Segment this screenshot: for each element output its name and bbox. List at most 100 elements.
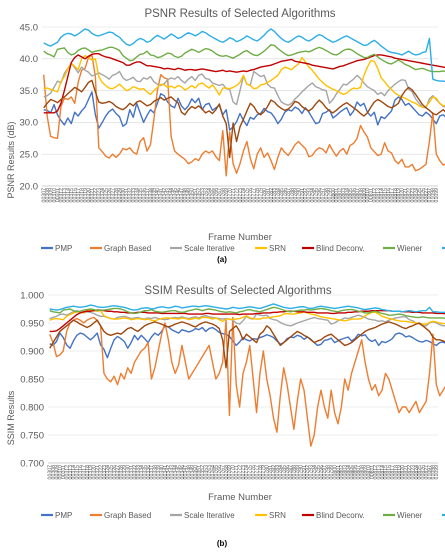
x-tick-label: 00764 — [210, 465, 216, 480]
x-tick-label: 00816 — [387, 465, 393, 480]
x-tick-label: 00782 — [269, 188, 275, 203]
x-tick-label: 01097 — [427, 465, 433, 480]
x-tick-label: 00827 — [424, 465, 430, 480]
x-tick-label: 00329 — [122, 465, 128, 480]
series-line — [49, 319, 445, 369]
legend: PMP Graph Based Scale Iterative SRN Blind De… — [41, 511, 445, 520]
x-tick-label: 00811 — [369, 188, 375, 202]
x-tick-label: 00777 — [252, 188, 258, 203]
x-tick-label: 00343 — [165, 188, 171, 203]
x-tick-label: 00314 — [66, 188, 72, 203]
x-tick-label: 00818 — [393, 188, 399, 203]
x-tick-label: 00802 — [338, 188, 344, 203]
x-tick-label: 00765 — [214, 465, 220, 480]
x-tick-label: 00791 — [302, 465, 308, 480]
x-tick-label: 00316 — [73, 188, 79, 203]
x-tick-label: 00317 — [81, 465, 87, 480]
x-tick-label: 00327 — [115, 465, 121, 480]
x-tick-label: 00347 — [179, 188, 185, 203]
x-tick-label: 00325 — [104, 188, 110, 203]
x-tick-label: 00819 — [396, 188, 402, 203]
y-tick-label: 20.0 — [20, 181, 39, 192]
x-tick-label: 00826 — [420, 188, 426, 203]
series-line — [43, 91, 445, 131]
x-tick-label: 00350 — [190, 188, 196, 203]
x-tick-labels: 0030700308003090031000311003120031300314… — [42, 188, 441, 203]
x-tick-label: 00771 — [231, 188, 237, 203]
x-tick-label: 00823 — [410, 188, 416, 203]
x-tick-label: 00814 — [380, 465, 386, 480]
x-tick-label: 00787 — [288, 465, 294, 480]
x-tick-label: 00341 — [163, 465, 169, 480]
y-tick-labels: 0.700 0.750 0.800 0.850 0.900 0.950 1.000 — [20, 290, 44, 469]
x-tick-label: 00315 — [69, 188, 75, 203]
x-tick-label: 00770 — [227, 188, 233, 203]
x-tick-label: 00318 — [85, 465, 91, 480]
x-tick-label: 00335 — [138, 188, 144, 203]
x-tick-label: 00348 — [183, 188, 189, 203]
x-tick-label: 00309 — [54, 465, 60, 480]
x-tick-label: 00808 — [360, 465, 366, 480]
y-axis-label: PSNR Results (dB) — [6, 121, 16, 198]
x-tick-label: 00794 — [312, 465, 318, 480]
x-tick-label: 00335 — [142, 465, 148, 480]
legend-label: Wiener — [397, 244, 423, 253]
series-lines — [43, 28, 445, 177]
x-tick-label: 00782 — [271, 465, 277, 480]
x-tick-label: 00810 — [365, 188, 371, 203]
x-tick-label: 00815 — [382, 188, 388, 203]
x-tick-label: 00821 — [403, 188, 409, 203]
x-tick-label: 00789 — [293, 188, 299, 203]
series-line — [43, 53, 445, 114]
x-tick-label: 00347 — [183, 465, 189, 480]
x-tick-label: 00765 — [210, 188, 216, 203]
x-tick-label: 00809 — [362, 188, 368, 203]
x-tick-label: 00776 — [248, 188, 254, 203]
legend-label: Scale Iterative — [184, 511, 235, 520]
x-tick-label: 00324 — [100, 188, 106, 203]
x-tick-label: 00768 — [221, 188, 227, 203]
x-tick-label: 00788 — [289, 188, 295, 203]
x-tick-label: 00797 — [322, 465, 328, 480]
x-tick-label: 00764 — [207, 188, 213, 203]
x-tick-label: 00824 — [414, 465, 420, 480]
x-tick-label: 00819 — [397, 465, 403, 480]
series-line — [49, 303, 445, 314]
x-tick-label: 00826 — [421, 465, 427, 480]
x-tick-label: 00320 — [92, 465, 98, 480]
y-tick-label: 1.000 — [20, 290, 44, 301]
x-tick-label: 00350 — [193, 465, 199, 480]
x-tick-label: 00311 — [55, 188, 61, 202]
x-tick-label: 01099 — [434, 465, 440, 480]
x-tick-label: 00767 — [217, 188, 223, 203]
y-tick-label: 0.700 — [20, 458, 44, 469]
x-tick-label: 00804 — [346, 465, 352, 480]
x-tick-label: 00317 — [76, 188, 82, 203]
x-tick-label: 00334 — [139, 465, 145, 480]
x-tick-label: 00799 — [327, 188, 333, 203]
x-tick-label: 00330 — [121, 188, 127, 203]
chart-title: PSNR Results of Selected Algorithms — [144, 8, 335, 20]
x-axis-label: Frame Number — [208, 492, 272, 503]
x-tick-label: 01098 — [431, 465, 437, 480]
x-tick-label: 00825 — [417, 465, 423, 480]
x-tick-label: 00322 — [98, 465, 104, 480]
x-tick-label: 00766 — [214, 188, 220, 203]
x-tick-label: 00336 — [141, 188, 147, 203]
x-tick-label: 00342 — [166, 465, 172, 480]
x-tick-label: 00763 — [207, 465, 213, 480]
series-line — [43, 44, 445, 73]
x-tick-label: 00772 — [237, 465, 243, 480]
x-tick-label: 00781 — [265, 188, 271, 203]
x-tick-label: 00770 — [231, 465, 237, 480]
x-tick-label: 00820 — [400, 465, 406, 480]
x-tick-label: 00307 — [42, 188, 48, 203]
x-tick-label: 00336 — [146, 465, 152, 480]
chart-title: SSIM Results of Selected Algorithms — [144, 285, 332, 297]
x-tick-label: 00313 — [68, 465, 74, 480]
x-tick-label: 00345 — [176, 465, 182, 480]
x-tick-label: 00353 — [200, 188, 206, 203]
y-tick-label: 0.850 — [20, 374, 44, 385]
x-tick-label: 00313 — [62, 188, 68, 203]
